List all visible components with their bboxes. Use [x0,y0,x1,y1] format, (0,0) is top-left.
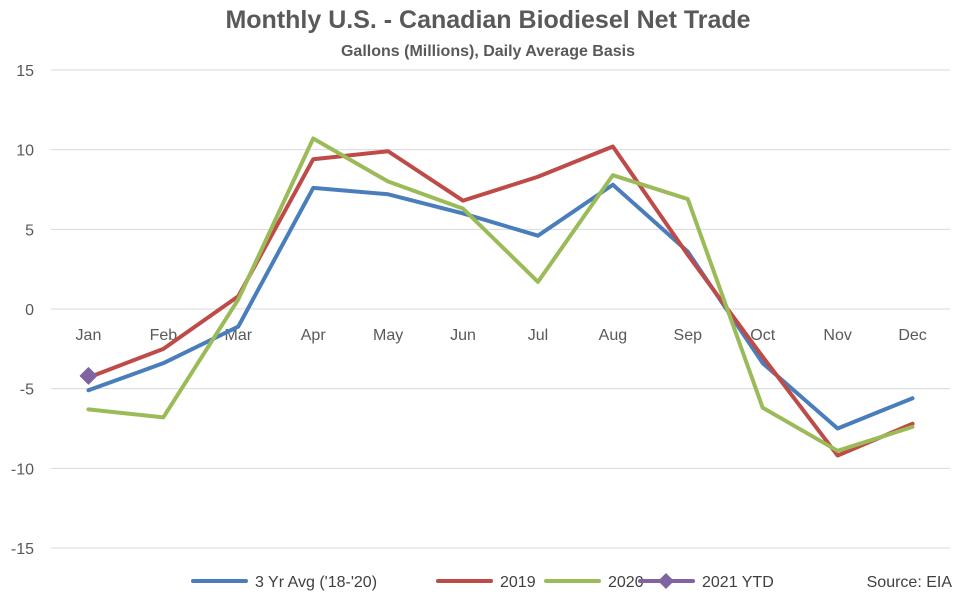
legend-label: 3 Yr Avg ('18-'20) [255,574,377,591]
y-axis-tick-labels: 15 10 5 0 -5 -10 -15 [11,63,34,558]
data-point-marker [79,366,98,385]
x-tick-label: Jul [528,327,548,344]
x-tick-label: Jun [450,327,476,344]
legend-label: 2020 [608,574,644,591]
y-tick-label: 5 [25,222,34,239]
chart-subtitle: Gallons (Millions), Daily Average Basis [340,43,635,60]
source-note: Source: EIA [866,574,952,591]
legend-label: 2019 [500,574,536,591]
y-tick-label: 10 [16,143,34,160]
x-tick-label: Dec [898,327,926,344]
series-line [86,136,915,453]
y-tick-label: -10 [11,461,34,478]
x-tick-label: May [373,327,403,344]
y-tick-label: 0 [25,302,34,319]
y-tick-label: 15 [16,63,34,80]
legend-marker [658,573,674,589]
legend-label: 2021 YTD [702,574,774,591]
series-lines [79,136,915,458]
x-tick-label: Sep [674,327,703,344]
series-line [86,144,915,458]
x-tick-label: Apr [301,327,327,344]
y-tick-label: -15 [11,541,34,558]
x-tick-label: Aug [599,327,627,344]
x-tick-label: Oct [750,327,775,344]
x-tick-label: Jan [76,327,102,344]
gridlines [51,69,950,549]
legend: 3 Yr Avg ('18-'20) 2019 2020 2021 YTD [191,573,774,591]
chart-title: Monthly U.S. - Canadian Biodiesel Net Tr… [225,6,751,34]
x-tick-label: Feb [150,327,178,344]
x-axis-tick-labels: Jan Feb Mar Apr May Jun Jul Aug Sep Oct Nov Dec [76,327,927,344]
x-tick-label: Nov [823,327,851,344]
y-tick-label: -5 [20,382,34,399]
